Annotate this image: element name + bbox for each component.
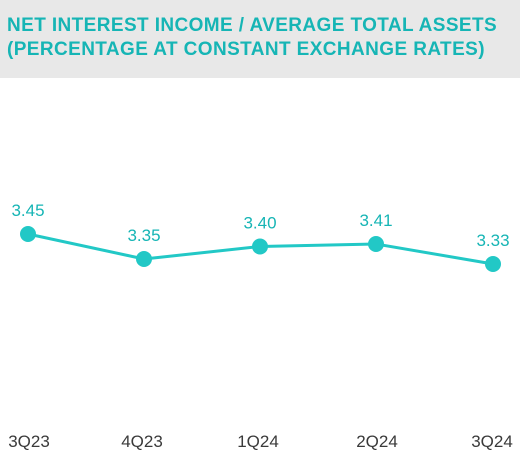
data-label-2q24: 3.41 [359, 211, 392, 230]
data-label-4q23: 3.35 [127, 226, 160, 245]
data-point-1q24 [252, 238, 268, 255]
plot-area: 3.45 3Q23 3.35 4Q23 3.40 1Q24 3.41 2Q24 3.33 3Q24 [8, 201, 513, 451]
chart-title-box: NET INTEREST INCOME / AVERAGE TOTAL ASSE… [0, 0, 520, 78]
data-label-3q24: 3.33 [476, 231, 509, 250]
data-point-4q23 [136, 251, 152, 267]
data-label-3q23: 3.45 [11, 201, 44, 220]
x-tick-label-3q23: 3Q23 [8, 432, 50, 451]
x-tick-label-1q24: 1Q24 [237, 432, 279, 451]
chart-title-line-2: (PERCENTAGE AT CONSTANT EXCHANGE RATES) [7, 39, 485, 60]
data-label-1q24: 3.40 [243, 214, 276, 233]
data-point-3q23 [20, 226, 36, 242]
data-point-3q24 [485, 256, 501, 272]
x-tick-label-4q23: 4Q23 [121, 432, 163, 451]
x-tick-label-2q24: 2Q24 [356, 432, 398, 451]
chart-title-line-1: NET INTEREST INCOME / AVERAGE TOTAL ASSE… [7, 15, 498, 36]
x-tick-label-3q24: 3Q24 [471, 432, 513, 451]
data-point-2q24 [368, 236, 384, 252]
